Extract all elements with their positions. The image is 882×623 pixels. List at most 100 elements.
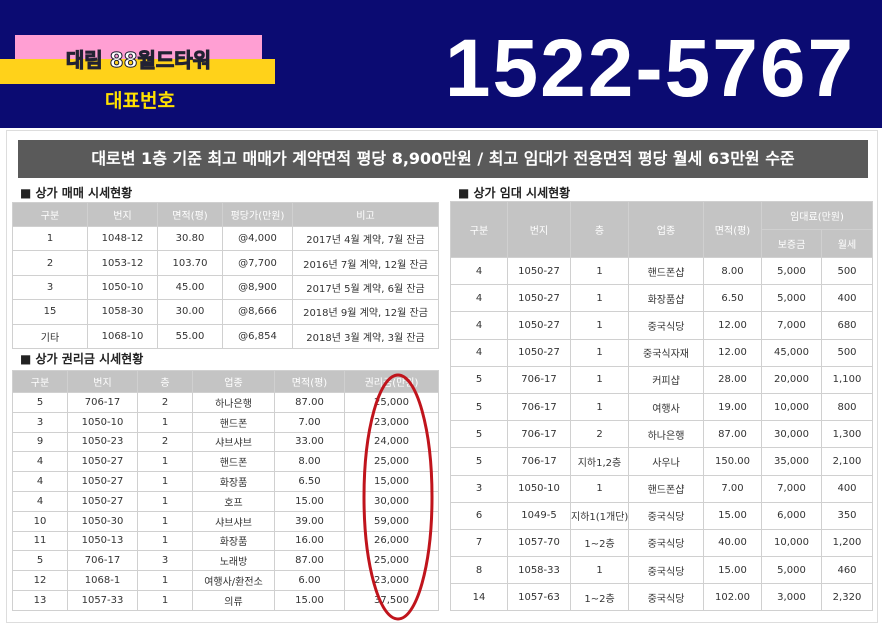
section-title: ■ 상가 권리금 시세현황 bbox=[20, 352, 144, 366]
table-cell: 9 bbox=[12, 431, 68, 453]
table-cell: 12.00 bbox=[703, 338, 762, 367]
table-cell: 87.00 bbox=[274, 550, 345, 572]
table-row: 5 706-17 2 하나은행 87.00 30,000 1,300 bbox=[450, 420, 873, 449]
table-cell: 2017년 4월 계약, 7월 잔금 bbox=[292, 225, 439, 252]
table-cell: 2 bbox=[137, 392, 193, 413]
table-cell: 2,320 bbox=[821, 583, 873, 612]
table-cell: 10,000 bbox=[761, 392, 822, 422]
column-header: 권리금(만원) bbox=[344, 370, 439, 393]
table-row: 11 1050-13 1 화장품 16.00 26,000 bbox=[12, 530, 439, 552]
table-cell: 1 bbox=[570, 256, 629, 286]
table-cell: 샤브샤브 bbox=[192, 510, 275, 532]
table-cell: 800 bbox=[821, 392, 873, 422]
table-cell: 중국식당 bbox=[628, 501, 704, 530]
table-cell: 1050-10 bbox=[67, 411, 138, 433]
table-cell: 7.00 bbox=[703, 474, 762, 503]
table-row: 4 1050-27 1 핸드폰 8.00 25,000 bbox=[12, 451, 439, 473]
table-cell: 기타 bbox=[12, 323, 88, 349]
table-cell: 8.00 bbox=[274, 451, 345, 473]
table-cell: 중국식자재 bbox=[628, 338, 704, 367]
table-row: 1 1048-12 30.80 @4,000 2017년 4월 계약, 7월 잔금 bbox=[12, 225, 439, 252]
table-cell: 500 bbox=[821, 256, 873, 286]
table-cell: 1050-27 bbox=[507, 256, 571, 286]
column-header: 층 bbox=[570, 201, 629, 258]
table-cell: 45.00 bbox=[157, 274, 223, 301]
sale-table: 구분 번지 면적(평) 평당가(만원) 비고 1 1048-12 30.80 @4,000 201… bbox=[12, 202, 439, 349]
table-cell: 1 bbox=[570, 284, 629, 313]
table-cell: 핸드폰 bbox=[192, 411, 275, 433]
phone-label: 대표번호 bbox=[105, 90, 175, 112]
column-header: 임대료(만원) bbox=[761, 201, 873, 230]
table-cell: 2 bbox=[137, 431, 193, 453]
table-cell: 15.00 bbox=[274, 490, 345, 512]
table-cell: 400 bbox=[821, 474, 873, 503]
table-cell: 1050-13 bbox=[67, 530, 138, 552]
table-cell: 1057-70 bbox=[507, 528, 571, 558]
table-cell: 30,000 bbox=[761, 420, 822, 449]
rent-table: 구분 번지 층 업종 면적(평) 임대료(만원) 보증금 월세 4 1050-27 1 핸드폰샵 8.0… bbox=[450, 201, 873, 612]
table-cell: 중국식당 bbox=[628, 583, 704, 612]
table-cell: 11 bbox=[12, 530, 68, 552]
table-cell: 8.00 bbox=[703, 256, 762, 286]
table-cell: 6 bbox=[450, 501, 508, 530]
table-cell: 103.70 bbox=[157, 250, 223, 276]
table-cell: 40.00 bbox=[703, 528, 762, 558]
table-cell: 여행사/환전소 bbox=[192, 570, 275, 591]
table-cell: 8 bbox=[450, 556, 508, 585]
table-cell: 1050-27 bbox=[67, 490, 138, 512]
column-header: 구분 bbox=[12, 370, 68, 393]
table-row: 5 706-17 지하1,2층 사우나 150.00 35,000 2,100 bbox=[450, 447, 873, 476]
column-header: 층 bbox=[137, 370, 193, 393]
table-cell: 2018년 9월 계약, 12월 잔금 bbox=[292, 299, 439, 325]
table-cell: 5 bbox=[450, 447, 508, 476]
table-cell: 706-17 bbox=[507, 392, 571, 422]
table-cell: 1050-30 bbox=[67, 510, 138, 532]
table-cell: 1068-1 bbox=[67, 570, 138, 591]
sale-table-wrap: 구분 번지 면적(평) 평당가(만원) 비고 1 1048-12 30.80 @4,000 201… bbox=[12, 202, 439, 349]
table-cell: 1 bbox=[137, 570, 193, 591]
table-cell: 중국식당 bbox=[628, 528, 704, 558]
table-row: 4 1050-27 1 호프 15.00 30,000 bbox=[12, 490, 439, 512]
table-row: 14 1057-63 1~2층 중국식당 102.00 3,000 2,320 bbox=[450, 583, 873, 612]
table-cell: 102.00 bbox=[703, 583, 762, 612]
table-cell: 1068-10 bbox=[87, 323, 158, 349]
table-cell: 5,000 bbox=[761, 284, 822, 313]
column-header: 업종 bbox=[192, 370, 275, 393]
premium-table-wrap: 구분 번지 층 업종 면적(평) 권리금(만원) 5 706-17 2 하나은행 87.00 25,0… bbox=[12, 370, 439, 611]
table-cell: 3 bbox=[450, 474, 508, 503]
column-subheader: 월세 bbox=[821, 229, 873, 258]
table-row: 6 1049-5 지하1(1개단) 중국식당 15.00 6,000 350 bbox=[450, 501, 873, 530]
table-cell: 6.50 bbox=[703, 284, 762, 313]
table-cell: 500 bbox=[821, 338, 873, 367]
header-row: 구분 번지 층 업종 면적(평) 권리금(만원) bbox=[12, 370, 439, 393]
table-cell: 3 bbox=[137, 550, 193, 572]
table-cell: 5 bbox=[450, 365, 508, 394]
table-cell: 23,000 bbox=[344, 570, 439, 591]
table-cell: 15.00 bbox=[274, 589, 345, 611]
table-cell: 지하1,2층 bbox=[570, 447, 629, 476]
column-header: 번지 bbox=[67, 370, 138, 393]
table-cell: 1050-27 bbox=[67, 451, 138, 473]
table-cell: 1 bbox=[137, 471, 193, 492]
table-cell: 24,000 bbox=[344, 431, 439, 453]
table-cell: @7,700 bbox=[222, 250, 293, 276]
table-cell: 10,000 bbox=[761, 528, 822, 558]
table-cell: 12 bbox=[12, 570, 68, 591]
table-cell: 30.00 bbox=[157, 299, 223, 325]
table-cell: 400 bbox=[821, 284, 873, 313]
table-cell: 1 bbox=[570, 392, 629, 422]
column-header: 면적(평) bbox=[703, 201, 762, 258]
table-cell: 1,300 bbox=[821, 420, 873, 449]
table-row: 4 1050-27 1 중국식자재 12.00 45,000 500 bbox=[450, 338, 873, 367]
table-cell: 1050-27 bbox=[507, 338, 571, 367]
table-cell: 4 bbox=[12, 451, 68, 473]
table-cell: 1057-33 bbox=[67, 589, 138, 611]
highlight-bar bbox=[0, 59, 275, 84]
table-cell: 59,000 bbox=[344, 510, 439, 532]
table-cell: 706-17 bbox=[507, 365, 571, 394]
table-cell: 하나은행 bbox=[628, 420, 704, 449]
table-cell: 샤브샤브 bbox=[192, 431, 275, 453]
table-cell: 화장품샵 bbox=[628, 284, 704, 313]
table-cell: 지하1(1개단) bbox=[570, 501, 629, 530]
